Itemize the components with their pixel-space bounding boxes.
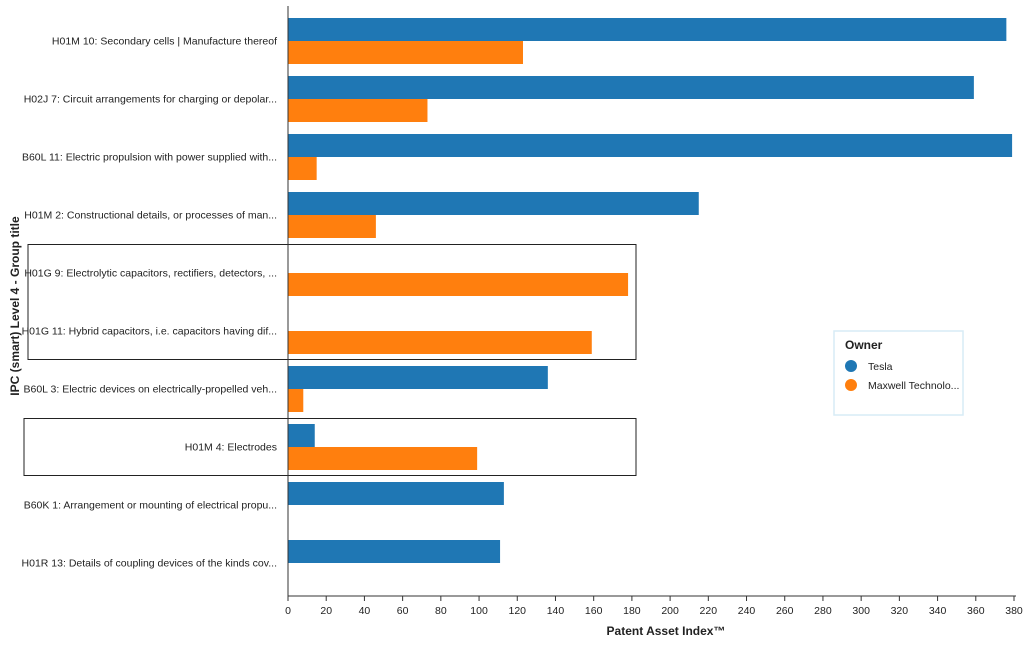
x-tick-label: 380 bbox=[1005, 605, 1023, 617]
legend-box bbox=[833, 330, 964, 416]
x-tick-label: 80 bbox=[435, 605, 447, 617]
category-label: H01G 9: Electrolytic capacitors, rectifi… bbox=[24, 268, 277, 280]
bar-tesla-1[interactable] bbox=[288, 76, 974, 99]
bar-tesla-8[interactable] bbox=[288, 482, 504, 505]
bar-tesla-7[interactable] bbox=[288, 424, 315, 447]
x-tick-label: 280 bbox=[814, 605, 832, 617]
x-tick-label: 240 bbox=[738, 605, 756, 617]
bar-maxwell-technolo-2[interactable] bbox=[288, 157, 317, 180]
category-label: H01G 11: Hybrid capacitors, i.e. capacit… bbox=[22, 326, 277, 338]
x-axis-title: Patent Asset Index™ bbox=[607, 624, 726, 638]
axes bbox=[287, 6, 1016, 597]
x-tick-label: 100 bbox=[470, 605, 488, 617]
x-tick-label: 0 bbox=[285, 605, 291, 617]
category-label: B60L 3: Electric devices on electrically… bbox=[24, 384, 278, 396]
y-axis-title: IPC (smart) Level 4 - Group title bbox=[8, 216, 22, 396]
x-tick-label: 200 bbox=[661, 605, 679, 617]
bar-marks bbox=[288, 18, 1013, 563]
x-tick-label: 160 bbox=[585, 605, 603, 617]
x-ticks: 0 20 40 60 80 100 120 140 160 180 200 220 240 260 280 3… bbox=[285, 596, 1023, 617]
x-tick-label: 220 bbox=[700, 605, 718, 617]
x-tick-label: 20 bbox=[320, 605, 332, 617]
bar-tesla-9[interactable] bbox=[288, 540, 501, 563]
legend-symbol bbox=[845, 379, 857, 391]
bar-maxwell-technolo-6[interactable] bbox=[288, 389, 304, 412]
category-label: B60K 1: Arrangement or mounting of elect… bbox=[24, 500, 277, 512]
x-tick-label: 40 bbox=[359, 605, 371, 617]
x-tick-label: 180 bbox=[623, 605, 641, 617]
bar-tesla-6[interactable] bbox=[288, 366, 548, 389]
category-labels: H01M 10: Secondary cells | Manufacture t… bbox=[22, 36, 278, 570]
bar-tesla-3[interactable] bbox=[288, 192, 699, 215]
x-tick-label: 320 bbox=[891, 605, 909, 617]
x-tick-label: 260 bbox=[776, 605, 794, 617]
x-tick-label: 60 bbox=[397, 605, 409, 617]
bar-maxwell-technolo-1[interactable] bbox=[288, 99, 428, 122]
legend-title: Owner bbox=[845, 338, 883, 352]
bar-maxwell-technolo-3[interactable] bbox=[288, 215, 376, 238]
category-label: H01M 4: Electrodes bbox=[185, 442, 277, 454]
highlight-box bbox=[23, 418, 637, 476]
bar-maxwell-technolo-0[interactable] bbox=[288, 41, 523, 64]
bar-maxwell-technolo-5[interactable] bbox=[288, 331, 592, 354]
bar-tesla-2[interactable] bbox=[288, 134, 1013, 157]
category-label: H01R 13: Details of coupling devices of … bbox=[22, 558, 277, 570]
x-tick-label: 340 bbox=[929, 605, 947, 617]
legend[interactable]: Owner Tesla Maxwell Technolo... bbox=[833, 330, 964, 416]
category-label: H02J 7: Circuit arrangements for chargin… bbox=[24, 94, 277, 106]
category-label: H01M 10: Secondary cells | Manufacture t… bbox=[52, 36, 277, 48]
legend-label[interactable]: Tesla bbox=[868, 361, 893, 373]
x-tick-label: 120 bbox=[508, 605, 526, 617]
legend-symbol bbox=[845, 360, 857, 372]
bar-tesla-0[interactable] bbox=[288, 18, 1007, 41]
highlight-boxes bbox=[23, 244, 637, 476]
bar-maxwell-technolo-4[interactable] bbox=[288, 273, 629, 296]
x-tick-label: 360 bbox=[967, 605, 985, 617]
x-tick-label: 140 bbox=[547, 605, 565, 617]
legend-label[interactable]: Maxwell Technolo... bbox=[868, 380, 959, 392]
category-label: H01M 2: Constructional details, or proce… bbox=[24, 210, 277, 222]
highlight-box bbox=[27, 244, 637, 360]
bar-maxwell-technolo-7[interactable] bbox=[288, 447, 478, 470]
category-label: B60L 11: Electric propulsion with power … bbox=[22, 152, 277, 164]
x-tick-label: 300 bbox=[852, 605, 870, 617]
